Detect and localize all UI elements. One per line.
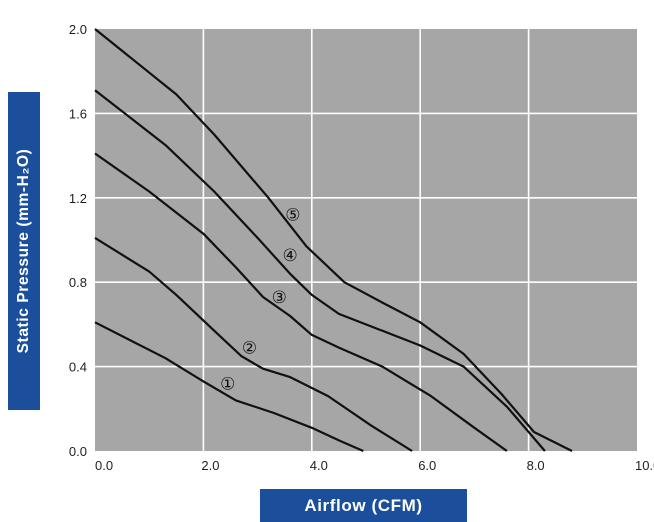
plot-background [95,29,637,451]
x-axis-label-box: Airflow (CFM) [260,489,467,522]
series-line-1 [94,321,364,453]
y-tick-label: 0.8 [69,275,87,290]
x-tick-label: 0.0 [95,458,113,473]
series-lines [94,28,573,453]
x-tick-label: 2.0 [201,458,219,473]
grid [95,29,637,451]
y-tick-label: 1.6 [69,106,87,121]
x-tick-label: 10.0 [635,458,654,473]
x-axis-ticks: 0.0 2.0 4.0 6.0 8.0 10.0 [95,458,654,473]
series-line-3 [94,152,508,452]
x-tick-label: 4.0 [310,458,328,473]
series-line-5 [94,28,573,452]
curve-label-4: ④ [282,246,297,266]
y-axis-ticks: 0.0 0.4 0.8 1.2 1.6 2.0 [69,22,87,459]
x-axis-label: Airflow (CFM) [304,495,423,515]
x-tick-label: 8.0 [527,458,545,473]
curve-label-3: ③ [272,288,287,308]
series-line-4 [94,89,546,452]
y-tick-label: 0.0 [69,444,87,459]
y-tick-label: 0.4 [69,360,87,375]
y-axis-label-box [8,92,40,410]
curve-labels: ①② ③ ④ ⑤ [220,206,300,395]
curve-label-5: ⑤ [285,206,300,226]
x-tick-label: 6.0 [418,458,436,473]
y-tick-label: 2.0 [69,22,87,37]
curve-label-1: ① [220,374,235,394]
y-tick-label: 1.2 [69,191,87,206]
series-line-2 [94,236,413,452]
y-axis-label: Static Pressure (mm-H₂O) [15,148,32,354]
curve-label-2: ② [242,339,257,359]
